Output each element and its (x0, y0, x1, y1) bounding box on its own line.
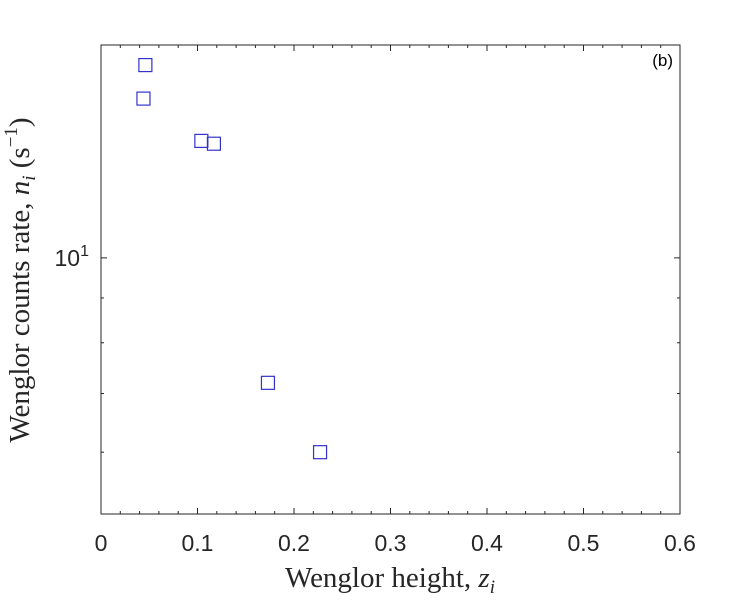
x-tick-label: 0.1 (182, 530, 214, 556)
data-point (136, 91, 151, 106)
data-point (260, 375, 276, 390)
x-axis-title: Wenglor height, zi (285, 562, 495, 598)
plot-area (100, 44, 681, 515)
x-tick-label: 0.6 (664, 530, 696, 556)
y-tick-label-10: 101 (55, 243, 90, 271)
x-tick-label: 0.2 (278, 530, 310, 556)
x-tick-labels: 0 0.1 0.2 0.3 0.4 0.5 0.6 (95, 530, 696, 556)
data-point (206, 136, 222, 151)
x-tick-label: 0 (95, 530, 108, 556)
panel-label: (b) (652, 51, 673, 70)
y-axis-title: Wenglor counts rate, ni (s−1) (1, 117, 40, 442)
data-points (136, 57, 328, 460)
y-tick-labels: 101 (55, 243, 90, 271)
data-point (312, 445, 328, 460)
x-tick-label: 0.3 (375, 530, 407, 556)
axis-ticks (100, 45, 681, 514)
data-point (138, 57, 153, 73)
x-tick-label: 0.4 (471, 530, 503, 556)
x-tick-label: 0.5 (568, 530, 600, 556)
